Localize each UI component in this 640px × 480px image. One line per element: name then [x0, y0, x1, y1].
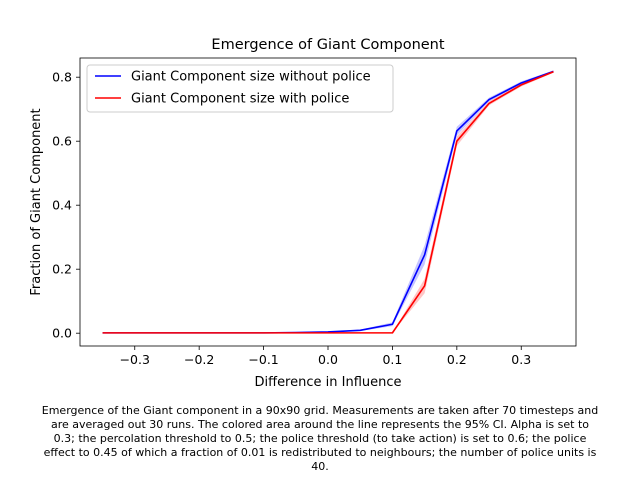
series-lines [102, 70, 554, 334]
legend-label-with-police: Giant Component size with police [131, 92, 349, 107]
x-tick-label: 0.3 [511, 352, 531, 367]
y-axis-label: Fraction of Giant Component [29, 108, 44, 295]
legend: Giant Component size without police Gian… [86, 64, 394, 113]
figure-caption: Emergence of the Giant component in a 90… [0, 404, 640, 474]
caption-line: 0.3; the percolation threshold to 0.5; t… [53, 432, 587, 445]
y-axis-ticks: 0.0 0.2 0.4 0.6 0.8 [52, 70, 80, 341]
y-tick-label: 0.0 [52, 326, 72, 341]
y-tick-label: 0.8 [52, 70, 72, 85]
series-line-with-police [102, 71, 554, 334]
chart-title: Emergence of Giant Component [211, 37, 444, 53]
caption-line: 40. [311, 460, 329, 473]
x-tick-label: −0.3 [120, 352, 150, 367]
y-tick-label: 0.6 [52, 134, 72, 149]
x-axis-ticks: −0.3 −0.2 −0.1 0.0 0.1 0.2 0.3 [120, 346, 531, 367]
caption-line: Emergence of the Giant component in a 90… [41, 404, 599, 417]
x-tick-label: −0.2 [184, 352, 214, 367]
x-tick-label: 0.0 [318, 352, 338, 367]
caption-line: are averaged out 30 runs. The colored ar… [50, 418, 590, 431]
y-tick-label: 0.4 [52, 198, 72, 213]
caption-line: effect to 0.45 of which a fraction of 0.… [43, 446, 597, 459]
x-tick-label: 0.2 [447, 352, 467, 367]
x-tick-label: −0.1 [248, 352, 278, 367]
legend-label-without-police: Giant Component size without police [131, 70, 371, 85]
y-tick-label: 0.2 [52, 262, 72, 277]
line-chart: −0.3 −0.2 −0.1 0.0 0.1 0.2 0.3 0.0 0.2 0.4 0.6 0.8… [29, 37, 577, 390]
legend-box [86, 64, 394, 113]
x-tick-label: 0.1 [382, 352, 402, 367]
x-axis-label: Difference in Influence [254, 375, 401, 390]
